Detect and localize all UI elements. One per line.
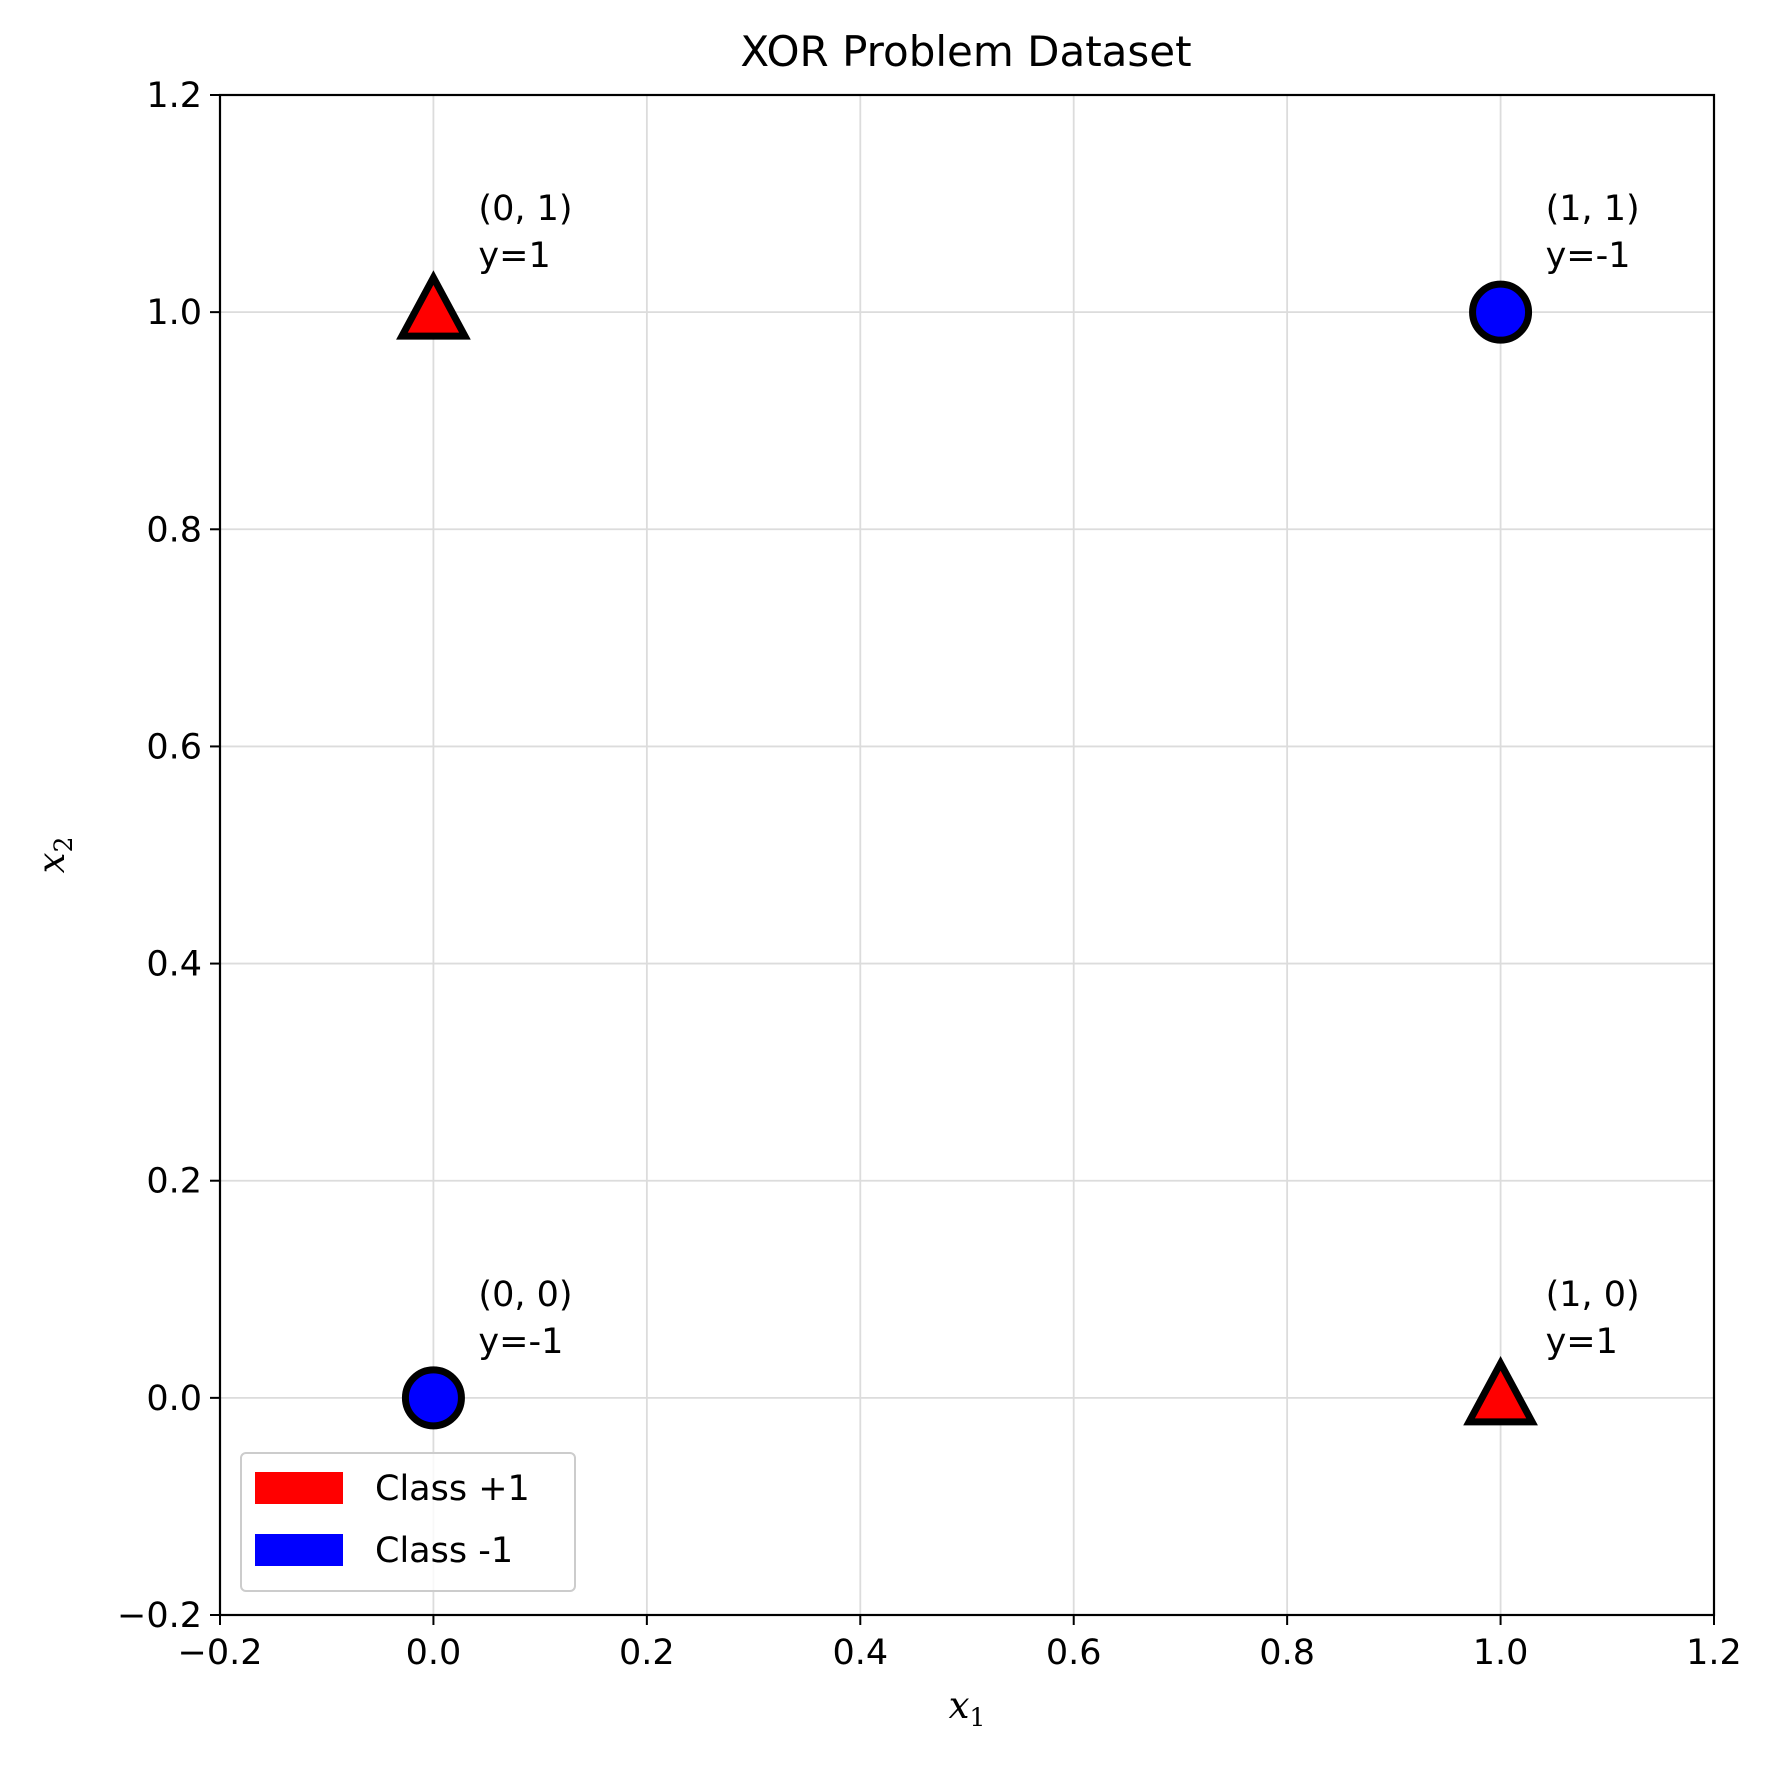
x-tick-label: 0.6	[1046, 1633, 1102, 1673]
y-tick-label: 1.0	[146, 293, 202, 333]
x-tick-label: 0.8	[1259, 1633, 1315, 1673]
point-class-label: y=-1	[1546, 236, 1631, 276]
x-tick-label: 1.2	[1686, 1633, 1742, 1673]
legend-swatch	[255, 1472, 343, 1504]
point-class-label: y=1	[1546, 1322, 1618, 1362]
point-annotations: (0, 1) y=1 (1, 0) y=1 (0, 0) y=-1 (1, 1) y=-1	[478, 189, 1639, 1362]
x-tick-label: 1.0	[1473, 1633, 1529, 1673]
y-tick-label: 0.4	[146, 945, 202, 985]
x-tick-label: 0.0	[406, 1633, 462, 1673]
legend-label: Class +1	[375, 1469, 530, 1509]
axis-label-base: x	[949, 1684, 970, 1727]
point-coord-label: (0, 0)	[478, 1275, 572, 1315]
x-tick-label: 0.2	[619, 1633, 675, 1673]
y-tick-label: −0.2	[117, 1596, 202, 1636]
legend-label: Class -1	[375, 1531, 513, 1571]
y-tick-label: 0.0	[146, 1379, 202, 1419]
class-neg-point	[401, 1366, 465, 1430]
point-coord-label: (1, 1)	[1546, 189, 1640, 229]
plot-frame	[218, 93, 1716, 1617]
point-coord-label: (0, 1)	[478, 189, 572, 229]
x-axis-label: x1	[949, 1684, 986, 1732]
point-coord-label: (1, 0)	[1546, 1275, 1640, 1315]
legend-swatch	[255, 1534, 343, 1566]
axis-ticks: −0.2 0.0 0.2 0.4 0.6 0.8 1.0 1.2 −0.2 0.0 0.2 0.4 0.…	[117, 76, 1742, 1673]
y-tick-label: 0.8	[146, 510, 202, 550]
class-pos-point	[396, 270, 471, 340]
y-tick-label: 0.6	[146, 727, 202, 767]
class-neg-point	[1469, 280, 1533, 344]
y-tick-label: 0.2	[146, 1162, 202, 1202]
point-class-label: y=1	[478, 236, 550, 276]
y-axis-label: x2	[30, 837, 78, 874]
point-class-label: y=-1	[478, 1322, 563, 1362]
axis-label-subscript: 2	[49, 837, 78, 853]
x-tick-label: 0.4	[832, 1633, 888, 1673]
chart-title: XOR Problem Dataset	[740, 27, 1191, 76]
axis-label-base: x	[30, 852, 73, 873]
class-pos-point	[1463, 1355, 1538, 1426]
data-points	[396, 270, 1538, 1430]
x-tick-label: −0.2	[178, 1633, 263, 1673]
y-tick-label: 1.2	[146, 76, 202, 116]
axis-label-subscript: 1	[969, 1703, 985, 1732]
legend: Class +1 Class -1	[240, 1452, 576, 1592]
